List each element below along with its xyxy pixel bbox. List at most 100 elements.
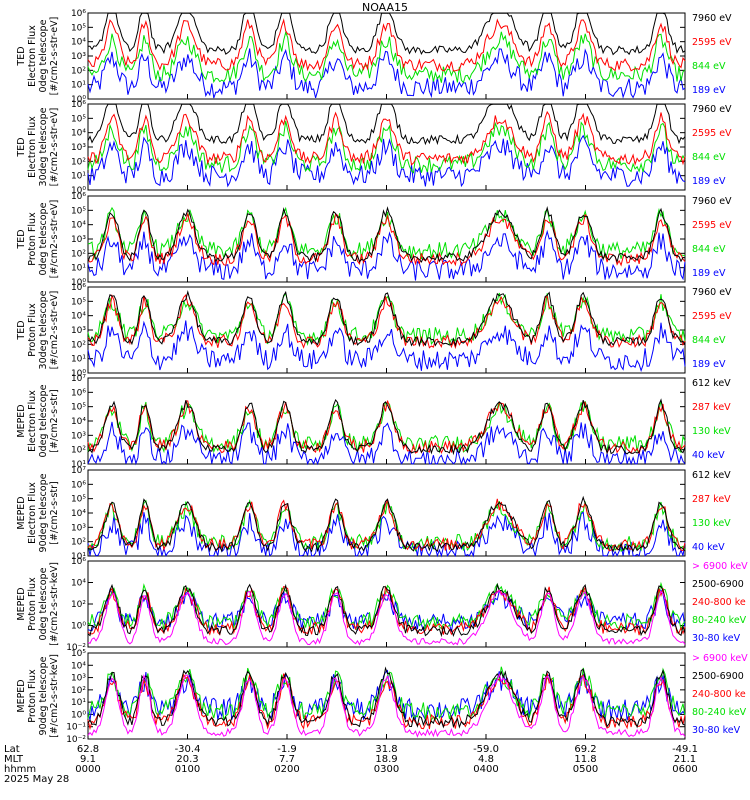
series-line bbox=[87, 110, 686, 167]
y-tick-label: 10⁰ bbox=[71, 622, 86, 632]
footer-lat-value: 69.2 bbox=[574, 744, 596, 755]
panel-2-frame bbox=[87, 103, 686, 191]
y-tick-label: 10⁶ bbox=[71, 100, 86, 110]
footer-hhmm-value: 0600 bbox=[672, 764, 697, 775]
ylabel-line: [#/cm2-s-str] bbox=[49, 389, 60, 452]
ylabel-line: 0deg telescope bbox=[38, 384, 49, 457]
series-line bbox=[87, 48, 686, 99]
panel-5-ylabel: MEPED Electron Flux 0deg telescope [#/cm2-s… bbox=[16, 384, 60, 457]
footer-mlt-value: 21.1 bbox=[674, 754, 696, 765]
y-tick-label: 10² bbox=[71, 157, 86, 167]
legend-entry: 7960 eV bbox=[692, 287, 732, 298]
y-tick-label: 10⁶ bbox=[71, 557, 86, 567]
y-tick-label: 10⁰ bbox=[71, 186, 86, 196]
panel-1: 10⁰ 10¹ 10² 10³ 10⁴ 10⁵ 10⁶ TED Electron Flux 0de… bbox=[16, 9, 732, 105]
y-tick-label: 10¹ bbox=[71, 698, 86, 708]
y-tick-label: 10² bbox=[71, 66, 86, 76]
y-tick-label: 10¹ bbox=[71, 172, 86, 182]
y-tick-label: 10⁵ bbox=[71, 114, 86, 124]
series-line bbox=[87, 134, 686, 188]
footer-lat-value: 62.8 bbox=[77, 744, 99, 755]
y-tick-label: 10⁶ bbox=[71, 283, 86, 293]
footer-label-lat: Lat bbox=[4, 744, 20, 755]
y-tick-label: 10¹ bbox=[71, 460, 86, 470]
y-tick-label: 10¹ bbox=[71, 552, 86, 562]
legend-entry: 189 eV bbox=[692, 268, 726, 279]
ylabel-line: [#/cm2-s-str-keV] bbox=[49, 562, 60, 646]
panel-8: 10⁻² 10⁻¹ 10⁰ 10¹ 10² 10³ 10⁴ 10⁵ MEPED Proton Fl… bbox=[16, 649, 748, 745]
y-tick-label: 10⁴ bbox=[71, 312, 86, 322]
legend-entry: 189 eV bbox=[692, 85, 726, 96]
y-tick-label: 10⁵ bbox=[71, 297, 86, 307]
series-line bbox=[87, 666, 686, 729]
series-line bbox=[87, 510, 686, 558]
panel-1-ylabel: TED Electron Flux 0deg telescope [#/cm2-s-s… bbox=[16, 17, 60, 96]
footer-label-hhmm: hhmm bbox=[4, 764, 36, 775]
legend-entry: 30-80 keV bbox=[692, 633, 741, 644]
legend-entry: 30-80 keV bbox=[692, 725, 741, 736]
y-tick-label: 10³ bbox=[71, 143, 86, 153]
footer-lat-value: 31.8 bbox=[375, 744, 397, 755]
y-tick-label: 10⁶ bbox=[71, 480, 86, 490]
footer-lat-value: -59.0 bbox=[473, 744, 499, 755]
panel-8-ylabel: MEPED Proton Flux 90deg telescope [#/cm2-s-… bbox=[16, 654, 60, 738]
footer-mlt-value: 4.8 bbox=[478, 754, 494, 765]
ylabel-line: Proton Flux bbox=[27, 577, 38, 631]
footer-hhmm-value: 0000 bbox=[75, 764, 100, 775]
y-tick-label: 10¹ bbox=[71, 355, 86, 365]
y-tick-label: 10⁻¹ bbox=[66, 723, 86, 733]
footer-hhmm-value: 0400 bbox=[473, 764, 498, 775]
y-tick-label: 10¹ bbox=[71, 264, 86, 274]
y-tick-label: 10² bbox=[71, 446, 86, 456]
legend-entry: 2595 eV bbox=[692, 37, 732, 48]
ylabel-line: [#/cm2-s-str-keV] bbox=[49, 654, 60, 738]
series-line bbox=[87, 498, 686, 552]
ylabel-line: 0deg telescope bbox=[38, 202, 49, 275]
y-tick-label: 10³ bbox=[71, 523, 86, 533]
series-line bbox=[87, 206, 686, 261]
legend-entry: 2500-6900 bbox=[692, 579, 744, 590]
footer-lat-value: -1.9 bbox=[277, 744, 297, 755]
legend-entry: 2595 eV bbox=[692, 311, 732, 322]
series-line bbox=[87, 495, 686, 553]
legend-entry: 40 keV bbox=[692, 542, 725, 553]
ylabel-line: Electron Flux bbox=[27, 25, 38, 87]
legend-entry: 612 keV bbox=[692, 470, 731, 481]
series-line bbox=[87, 421, 686, 466]
footer-label-mlt: MLT bbox=[4, 754, 24, 765]
y-tick-label: 10⁴ bbox=[71, 661, 86, 671]
footer-label-date: 2025 May 28 bbox=[4, 774, 69, 785]
ylabel-line: Proton Flux bbox=[27, 669, 38, 723]
y-tick-label: 10⁰ bbox=[71, 710, 86, 720]
y-tick-label: 10³ bbox=[71, 235, 86, 245]
panel-3-ylabel: TED Proton Flux 0deg telescope [#/cm2-s-str… bbox=[16, 200, 60, 279]
series-line bbox=[87, 212, 686, 267]
panel-4-ylabel: TED Proton Flux 30deg telescope [#/cm2-s-st… bbox=[16, 290, 60, 369]
panel-3-frame bbox=[87, 195, 686, 283]
legend-entry: 7960 eV bbox=[692, 196, 732, 207]
y-tick-label: 10⁵ bbox=[71, 206, 86, 216]
panel-2: 10⁰ 10¹ 10² 10³ 10⁴ 10⁵ 10⁶ TED Electron Flux 30d… bbox=[16, 100, 732, 196]
y-tick-label: 10⁷ bbox=[71, 374, 86, 384]
ylabel-line: [#/cm2-s-str-eV] bbox=[49, 291, 60, 370]
y-tick-label: 10² bbox=[71, 249, 86, 259]
ylabel-line: 0deg telescope bbox=[38, 567, 49, 640]
y-tick-label: 10⁻² bbox=[66, 643, 86, 653]
y-tick-label: 10⁴ bbox=[71, 579, 86, 589]
ylabel-line: 30deg telescope bbox=[38, 107, 49, 186]
ylabel-line: [#/cm2-s-str] bbox=[49, 481, 60, 544]
series-line bbox=[87, 229, 686, 281]
ylabel-line: [#/cm2-s-str-eV] bbox=[49, 108, 60, 187]
legend-entry: 80-240 keV bbox=[692, 615, 747, 626]
ylabel-line: TED bbox=[16, 320, 27, 340]
legend-entry: 844 eV bbox=[692, 61, 726, 72]
legend-entry: > 6900 keV bbox=[692, 561, 748, 572]
series-line bbox=[87, 30, 686, 84]
series-line bbox=[87, 398, 686, 456]
footer-hhmm-value: 0300 bbox=[374, 764, 399, 775]
footer-lat-value: -49.1 bbox=[672, 744, 698, 755]
footer-hhmm-value: 0100 bbox=[175, 764, 200, 775]
y-tick-label: 10² bbox=[71, 538, 86, 548]
